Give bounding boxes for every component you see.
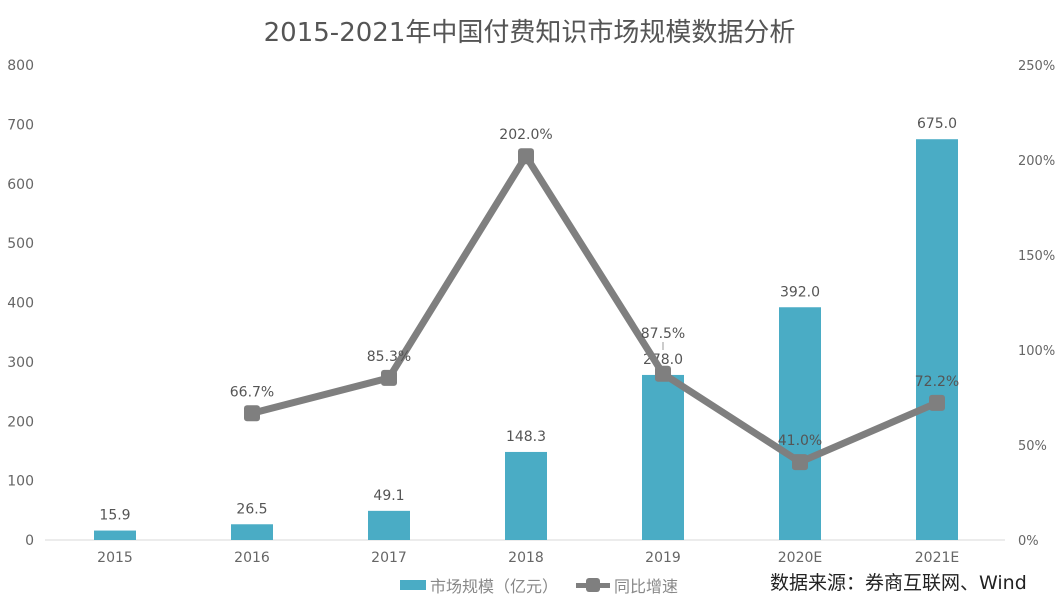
left-tick-label: 200 — [7, 414, 34, 430]
right-tick-label: 250% — [1018, 59, 1055, 74]
bar-data-label: 26.5 — [236, 501, 267, 517]
bar — [642, 374, 684, 540]
left-tick-label: 400 — [7, 296, 34, 312]
x-tick-label: 2017 — [371, 550, 407, 566]
bar-data-label: 49.1 — [373, 488, 404, 504]
x-tick-label: 2021E — [915, 550, 959, 566]
right-tick-label: 200% — [1018, 154, 1055, 169]
left-tick-label: 600 — [7, 177, 34, 193]
legend-label-line: 同比增速 — [614, 577, 679, 596]
growth-data-label: 202.0% — [499, 127, 552, 143]
growth-data-label: 72.2% — [915, 374, 959, 390]
left-tick-label: 300 — [7, 355, 34, 371]
left-tick-label: 100 — [7, 474, 34, 490]
growth-line — [251, 152, 939, 466]
bar — [94, 530, 136, 540]
x-tick-label: 2019 — [645, 550, 681, 566]
left-tick-label: 0 — [25, 533, 34, 549]
growth-marker — [929, 394, 945, 411]
bar-data-label: 675.0 — [917, 116, 957, 132]
legend-swatch-line — [576, 578, 611, 592]
growth-data-label: 85.3% — [367, 349, 411, 365]
right-tick-label: 50% — [1018, 439, 1047, 454]
x-tick-label: 2016 — [234, 550, 270, 566]
right-tick-label: 0% — [1018, 534, 1039, 549]
x-tick-label: 2015 — [97, 550, 133, 566]
growth-data-label: 66.7% — [230, 384, 274, 400]
bar — [779, 307, 821, 540]
growth-data-label: 41.0% — [778, 433, 822, 449]
growth-marker — [655, 365, 671, 382]
legend-item-line[interactable]: 同比增速 — [576, 573, 678, 597]
bar-data-label: 15.9 — [99, 508, 130, 524]
x-tick-label: 2018 — [508, 550, 544, 566]
growth-data-label: 87.5% — [641, 326, 685, 342]
growth-marker — [244, 405, 260, 422]
growth-marker — [381, 369, 397, 386]
chart-title: 2015-2021年中国付费知识市场规模数据分析 — [263, 18, 796, 48]
growth-marker — [518, 148, 534, 165]
growth-marker — [792, 454, 808, 471]
legend-swatch-bar — [400, 580, 426, 590]
bar-data-label: 148.3 — [506, 429, 546, 445]
legend-label-bar: 市场规模（亿元） — [430, 577, 559, 596]
left-tick-label: 500 — [7, 236, 34, 252]
bar — [916, 139, 958, 540]
x-tick-label: 2020E — [778, 550, 822, 566]
data-source: 数据来源：券商互联网、Wind — [770, 572, 1027, 594]
right-tick-label: 150% — [1018, 249, 1055, 264]
right-tick-label: 100% — [1018, 344, 1055, 359]
legend-item-bar[interactable]: 市场规模（亿元） — [400, 573, 558, 597]
bar — [505, 451, 547, 540]
bar-data-label: 392.0 — [780, 284, 820, 300]
left-tick-label: 800 — [7, 58, 34, 74]
legend: 市场规模（亿元） 同比增速 — [400, 573, 678, 597]
bar — [231, 524, 273, 540]
bar — [368, 510, 410, 540]
left-tick-label: 700 — [7, 117, 34, 133]
